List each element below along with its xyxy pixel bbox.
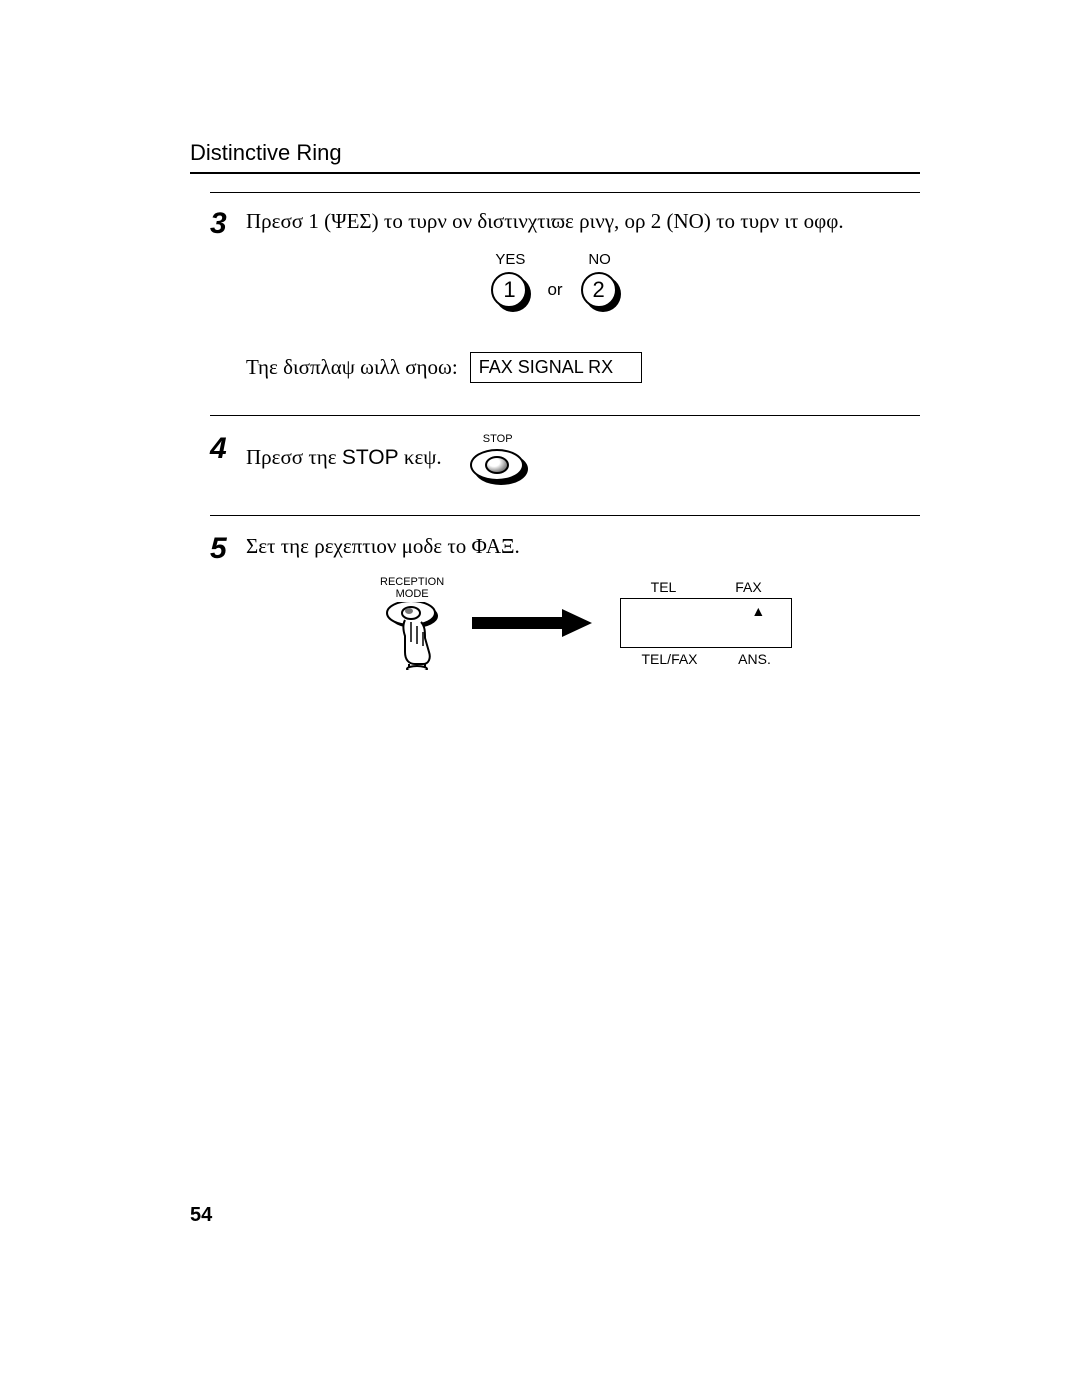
stop-word: STOP xyxy=(342,446,399,469)
step-5: 5 Σετ τηε ρεχεπτιον μοδε το ΦΑΞ. xyxy=(210,532,920,564)
yes-label: YES xyxy=(495,251,525,268)
key-yes-column: YES 1 xyxy=(491,251,529,310)
page-number: 54 xyxy=(190,1204,212,1227)
or-label: or xyxy=(541,280,568,300)
step-number: 3 xyxy=(210,207,246,239)
stop-label: STOP xyxy=(483,432,513,447)
manual-page: Distinctive Ring 3 Πρεσσ 1 (ΨΕΣ) το τυρν… xyxy=(0,0,1080,1397)
hand-press-icon xyxy=(385,602,439,670)
rule xyxy=(210,192,920,193)
step-number: 4 xyxy=(210,432,246,464)
text-after: κεψ. xyxy=(399,445,442,469)
lcd-display-box: FAX SIGNAL RX xyxy=(470,352,642,383)
step-3: 3 Πρεσσ 1 (ΨΕΣ) το τυρν ον διστινχτιϖε ρ… xyxy=(210,207,920,239)
mode-display-box: TEL FAX ▲ TEL/FAX ANS. xyxy=(620,598,792,648)
mode-telfax-label: TEL/FAX xyxy=(642,651,698,667)
mode-indicator: TEL FAX ▲ TEL/FAX ANS. xyxy=(620,576,792,670)
mode-tel-label: TEL xyxy=(651,579,677,595)
arrow-icon xyxy=(472,609,592,637)
key-choice-row: YES 1 or NO 2 xyxy=(190,251,920,310)
rule xyxy=(190,172,920,174)
step-text: Πρεσσ τηε STOP κεψ. xyxy=(246,443,442,472)
step-text: Πρεσσ 1 (ΨΕΣ) το τυρν ον διστινχτιϖε ριν… xyxy=(246,209,844,233)
step-body: Πρεσσ τηε STOP κεψ. STOP xyxy=(246,432,920,483)
text-before: Πρεσσ τηε xyxy=(246,445,342,469)
reception-label-2: MODE xyxy=(396,588,429,600)
mode-pointer-icon: ▲ xyxy=(751,603,765,619)
key-1-button[interactable]: 1 xyxy=(491,272,529,310)
mode-fax-label: FAX xyxy=(735,579,761,595)
display-line: Τηε δισπλαψ ωιλλ σηοω: FAX SIGNAL RX xyxy=(246,352,920,383)
step-body: Πρεσσ 1 (ΨΕΣ) το τυρν ον διστινχτιϖε ριν… xyxy=(246,207,920,235)
step-body: Σετ τηε ρεχεπτιον μοδε το ΦΑΞ. xyxy=(246,532,920,560)
step-text: Σετ τηε ρεχεπτιον μοδε το ΦΑΞ. xyxy=(246,534,520,558)
section-title: Distinctive Ring xyxy=(190,140,920,166)
rule xyxy=(210,515,920,516)
step-number: 5 xyxy=(210,532,246,564)
stop-button-icon xyxy=(470,449,526,483)
mode-bottom-row: TEL/FAX ANS. xyxy=(621,651,791,667)
rule xyxy=(210,415,920,416)
display-intro: Τηε δισπλαψ ωιλλ σηοω: xyxy=(246,355,458,380)
no-label: NO xyxy=(588,251,611,268)
key-2-button[interactable]: 2 xyxy=(581,272,619,310)
reception-mode-key[interactable]: RECEPTION MODE xyxy=(380,576,444,670)
key-no-column: NO 2 xyxy=(581,251,619,310)
mode-ans-label: ANS. xyxy=(738,651,771,667)
mode-top-row: TEL FAX xyxy=(621,579,791,595)
step-5-graphics: RECEPTION MODE TE xyxy=(380,576,920,670)
reception-label: RECEPTION MODE xyxy=(380,576,444,600)
key-2-face: 2 xyxy=(581,272,617,308)
step-4: 4 Πρεσσ τηε STOP κεψ. STOP xyxy=(210,432,920,483)
reception-label-1: RECEPTION xyxy=(380,576,444,588)
stop-key[interactable]: STOP xyxy=(470,432,526,483)
